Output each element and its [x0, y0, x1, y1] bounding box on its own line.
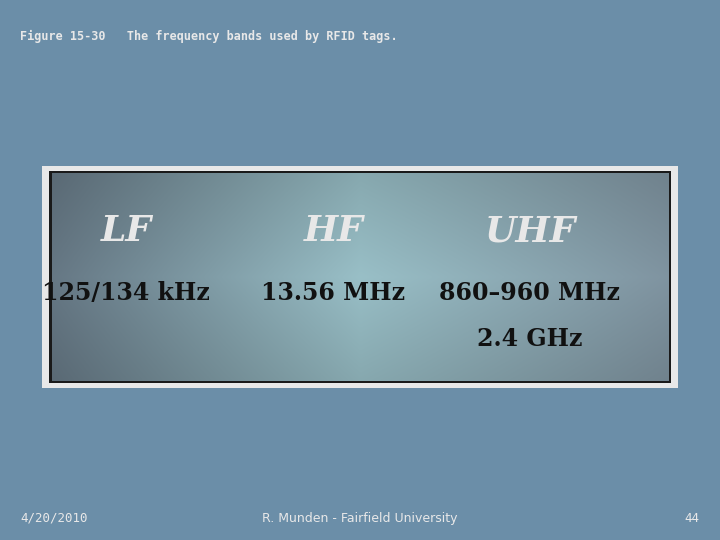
Text: 4/20/2010: 4/20/2010 — [20, 512, 88, 525]
Text: R. Munden - Fairfield University: R. Munden - Fairfield University — [262, 512, 458, 525]
Text: HF: HF — [304, 214, 363, 248]
Text: 2.4 GHz: 2.4 GHz — [477, 327, 582, 351]
FancyBboxPatch shape — [49, 171, 671, 383]
Text: 125/134 kHz: 125/134 kHz — [42, 281, 210, 306]
Text: Figure 15-30   The frequency bands used by RFID tags.: Figure 15-30 The frequency bands used by… — [20, 30, 397, 43]
Text: 44: 44 — [685, 512, 700, 525]
Text: LF: LF — [101, 214, 151, 248]
Text: 860–960 MHz: 860–960 MHz — [438, 281, 620, 306]
Text: 13.56 MHz: 13.56 MHz — [261, 281, 405, 306]
Text: UHF: UHF — [484, 214, 575, 248]
FancyBboxPatch shape — [42, 166, 678, 388]
